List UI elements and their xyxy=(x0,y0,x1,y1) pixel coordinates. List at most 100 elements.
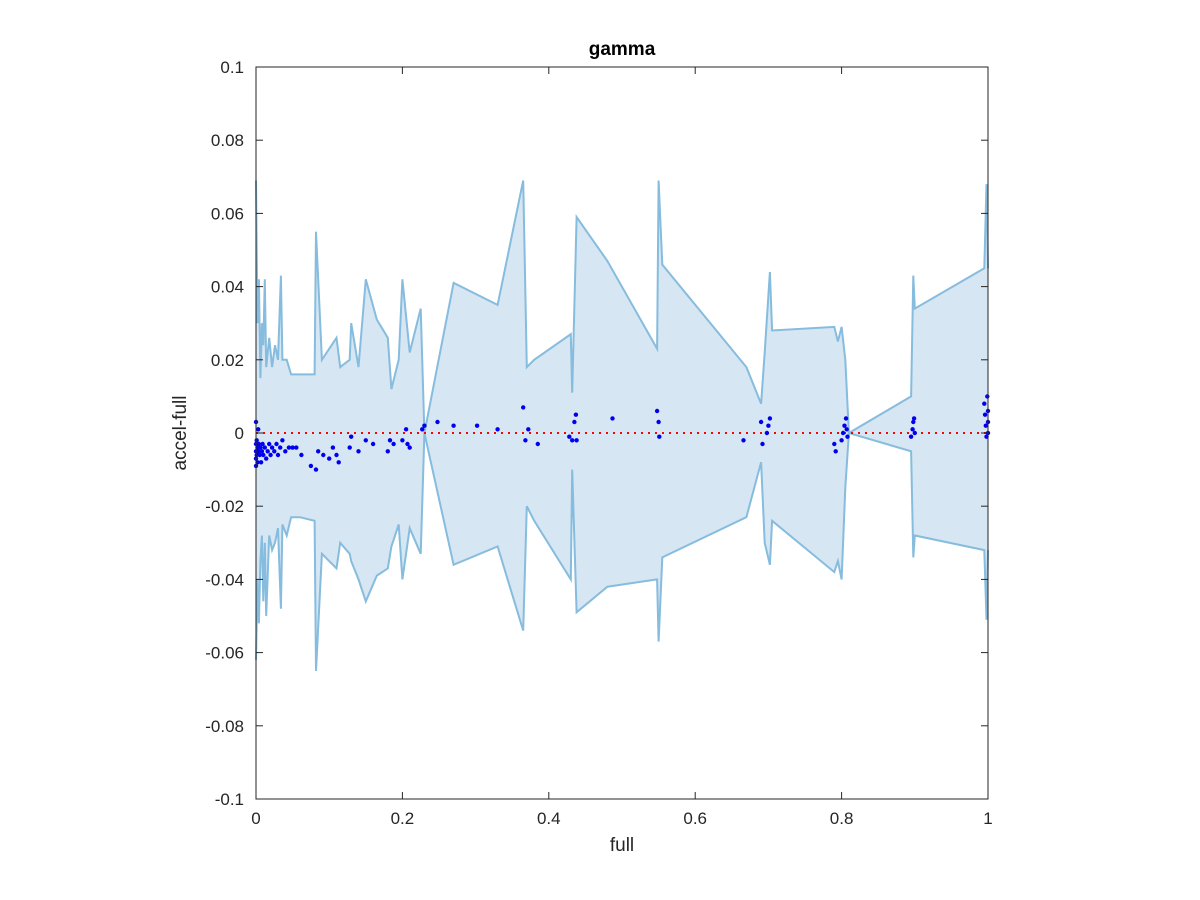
data-point xyxy=(313,467,319,472)
data-point xyxy=(843,416,849,421)
band-fill xyxy=(256,180,988,671)
data-point xyxy=(405,441,410,447)
x-axis-label: full xyxy=(610,835,634,856)
data-point xyxy=(258,445,263,450)
data-point xyxy=(910,427,915,432)
data-point xyxy=(387,438,393,443)
data-point xyxy=(290,445,295,450)
x-tick-label: 0.4 xyxy=(537,809,561,828)
x-tick-label: 0 xyxy=(251,809,260,828)
y-tick-label: 0 xyxy=(235,424,244,443)
data-point xyxy=(982,412,988,417)
data-point xyxy=(256,441,262,447)
y-tick-label: 0.08 xyxy=(211,131,244,150)
data-point xyxy=(526,427,531,432)
data-point xyxy=(741,438,746,443)
data-point xyxy=(327,456,332,461)
y-tick-label: 0.1 xyxy=(220,58,244,77)
data-point xyxy=(760,441,765,447)
y-tick-label: 0.04 xyxy=(211,278,244,297)
data-point xyxy=(764,430,770,436)
data-point xyxy=(316,449,321,454)
data-point xyxy=(272,449,277,454)
data-point xyxy=(912,430,917,436)
data-point xyxy=(758,419,764,425)
data-point xyxy=(451,423,456,428)
data-point xyxy=(832,441,837,447)
data-point xyxy=(294,445,299,450)
data-point xyxy=(264,456,269,461)
data-point xyxy=(254,438,259,443)
x-tick-label: 0.6 xyxy=(683,809,707,828)
data-point xyxy=(982,401,987,406)
data-point xyxy=(400,438,405,443)
y-tick-label: -0.04 xyxy=(205,570,244,589)
data-point xyxy=(656,419,661,425)
x-tick-label: 0.2 xyxy=(391,809,415,828)
data-point xyxy=(767,416,773,421)
data-point xyxy=(435,419,440,425)
data-point xyxy=(844,427,849,432)
data-point xyxy=(842,423,847,428)
data-point xyxy=(495,427,500,432)
data-point xyxy=(347,445,352,450)
data-point xyxy=(911,416,917,421)
data-point xyxy=(258,460,264,465)
y-tick-label: -0.02 xyxy=(205,497,244,516)
data-point xyxy=(766,423,771,428)
data-point xyxy=(278,445,283,450)
data-point xyxy=(911,419,916,425)
data-point xyxy=(269,445,275,450)
data-point xyxy=(654,408,660,414)
data-point xyxy=(610,416,615,421)
y-tick-label: -0.06 xyxy=(205,644,244,663)
data-point xyxy=(523,438,528,443)
data-point xyxy=(573,412,579,417)
data-point xyxy=(286,445,292,450)
data-point xyxy=(349,434,354,439)
data-point xyxy=(572,419,577,425)
data-point xyxy=(261,452,266,458)
y-axis-label: accel-full xyxy=(170,396,191,471)
data-point xyxy=(420,427,425,432)
data-point xyxy=(308,463,314,469)
y-axis-tick-labels: -0.1 -0.08 -0.06 -0.04 -0.02 0 0.02 0.04 0.06 0.0… xyxy=(205,58,244,809)
data-point xyxy=(385,449,390,454)
y-tick-label: 0.02 xyxy=(211,351,244,370)
data-point xyxy=(257,452,262,458)
data-point xyxy=(908,434,914,439)
confidence-band xyxy=(255,180,989,671)
data-point xyxy=(256,427,261,432)
data-point xyxy=(567,434,572,439)
x-tick-label: 1 xyxy=(983,809,992,828)
y-tick-label: -0.08 xyxy=(205,717,244,736)
data-point xyxy=(336,460,341,465)
data-point xyxy=(334,452,339,458)
data-point xyxy=(265,449,270,454)
data-point xyxy=(262,445,267,450)
data-point xyxy=(274,441,279,447)
data-point xyxy=(321,452,326,458)
data-point xyxy=(521,405,526,410)
band-lower-edge xyxy=(255,431,989,671)
y-tick-label: -0.1 xyxy=(215,790,244,809)
data-point xyxy=(267,441,272,447)
data-point xyxy=(330,445,336,450)
data-point xyxy=(260,441,265,447)
chart-title: gamma xyxy=(589,39,656,60)
data-point xyxy=(839,438,844,443)
data-point xyxy=(259,449,265,454)
data-point xyxy=(403,427,409,432)
data-point xyxy=(299,452,304,458)
data-point xyxy=(474,423,480,428)
band-upper-edge xyxy=(255,180,989,435)
data-point xyxy=(983,423,988,428)
data-point xyxy=(275,452,281,458)
data-point xyxy=(657,434,662,439)
data-point xyxy=(845,434,850,439)
data-point xyxy=(840,430,846,436)
data-points xyxy=(253,394,991,472)
data-point xyxy=(407,445,412,450)
axis-ticks xyxy=(255,66,989,800)
